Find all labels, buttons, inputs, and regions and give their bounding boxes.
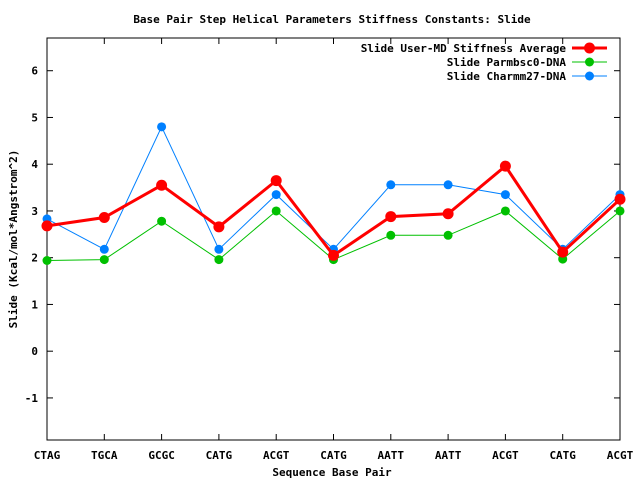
legend-item-1: Slide User-MD Stiffness Average	[361, 42, 607, 55]
series-layer	[41, 122, 626, 266]
legend-label: Slide Charmm27-DNA	[447, 70, 567, 83]
y-tick-label: 2	[31, 252, 38, 265]
y-tick-label: 1	[31, 298, 38, 311]
legend-marker	[585, 71, 594, 81]
y-tick-label: 6	[31, 65, 38, 78]
series-line	[46, 163, 622, 258]
y-tick-label: 4	[31, 158, 38, 171]
axis-ticks: -1 0 1 2 3 4 5 6 CTAG TGCA GCGC CATG ACGT CATG AATT AAT…	[25, 38, 634, 462]
y-tick-label: -1	[25, 392, 39, 405]
data-point	[156, 179, 168, 191]
data-point	[386, 180, 396, 190]
y-tick-label: 5	[31, 111, 38, 124]
data-point	[615, 206, 625, 216]
x-tick-label: ACGT	[492, 449, 519, 462]
x-tick-label: ACGT	[607, 449, 634, 462]
data-point	[157, 122, 167, 132]
data-point	[213, 221, 225, 233]
y-tick-label: 0	[31, 345, 38, 358]
x-tick-label: CATG	[549, 449, 576, 462]
chart-title: Base Pair Step Helical Parameters Stiffn…	[133, 13, 531, 26]
data-point	[42, 256, 52, 266]
x-tick-label: TGCA	[91, 449, 118, 462]
data-point	[99, 244, 109, 254]
data-point	[443, 230, 453, 240]
x-tick-label: CATG	[206, 449, 233, 462]
legend-marker	[585, 57, 594, 67]
y-axis-label: Slide (Kcal/mol*Angstrom^2)	[7, 150, 20, 329]
data-point	[614, 193, 626, 205]
data-point	[385, 211, 397, 223]
data-point	[214, 244, 224, 254]
data-point	[271, 206, 281, 216]
x-tick-label: AATT	[435, 449, 462, 462]
series-line	[46, 125, 621, 251]
legend-label: Slide User-MD Stiffness Average	[361, 42, 567, 55]
data-point	[99, 255, 109, 265]
series-1	[41, 160, 626, 261]
x-tick-label: CTAG	[34, 449, 61, 462]
data-point	[271, 190, 281, 200]
data-point	[500, 206, 510, 216]
legend-item-3: Slide Charmm27-DNA	[447, 70, 607, 83]
data-point	[157, 216, 167, 226]
data-point	[214, 255, 224, 265]
x-tick-label: AATT	[378, 449, 405, 462]
data-point	[443, 180, 453, 190]
data-point	[442, 208, 454, 220]
data-point	[500, 190, 510, 200]
data-point	[98, 211, 110, 223]
x-axis-label: Sequence Base Pair	[272, 466, 392, 479]
data-point	[499, 160, 511, 172]
legend-item-2: Slide Parmbsc0-DNA	[447, 56, 607, 69]
x-tick-label: CATG	[320, 449, 347, 462]
series-3	[42, 122, 625, 254]
data-point	[41, 220, 53, 232]
legend-label: Slide Parmbsc0-DNA	[447, 56, 567, 69]
data-point	[386, 230, 396, 240]
x-tick-label: ACGT	[263, 449, 290, 462]
data-point	[270, 175, 282, 187]
y-tick-label: 3	[31, 205, 38, 218]
x-tick-label: GCGC	[148, 449, 175, 462]
data-point	[557, 246, 569, 258]
legend-marker	[584, 42, 595, 54]
data-point	[328, 249, 339, 261]
plot-frame	[46, 37, 621, 441]
